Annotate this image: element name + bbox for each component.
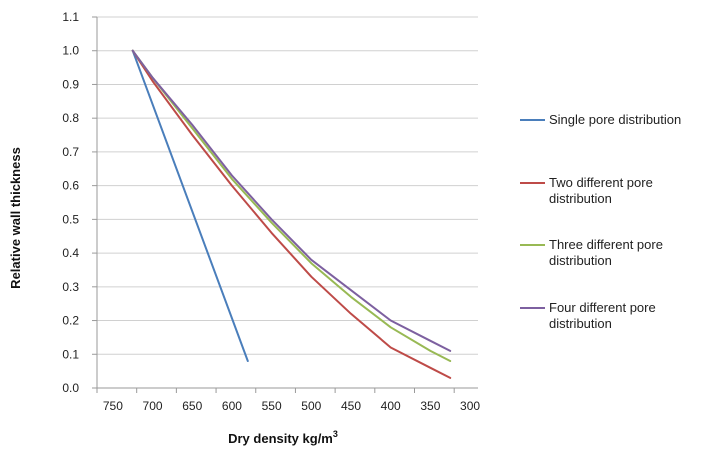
series-line-3 [131,49,452,362]
x-tick-label: 400 [381,399,401,413]
x-axis-tick-labels: 750 700 650 600 550 500 450 400 350 300 [103,399,481,413]
x-tick-label: 350 [420,399,440,413]
y-tick-label: 0.0 [62,381,79,395]
legend-item: Single pore distribution [520,112,681,127]
y-tick-label: 0.5 [62,212,79,226]
series-line-4 [131,49,452,352]
axes [92,16,478,393]
legend-label: Three different pore distribution [549,237,663,268]
x-axis-title: Dry density kg/m3 [228,429,338,446]
series-line-1 [131,49,249,362]
y-tick-label: 0.7 [62,145,79,159]
y-axis-title: Relative wall thickness [8,147,23,289]
y-tick-label: 1.0 [62,44,79,58]
legend-label: Four different pore distribution [549,300,656,331]
y-axis-tick-labels: 0.0 0.1 0.2 0.3 0.4 0.5 0.6 0.7 0.8 0.9 1.0 1.1 [62,10,79,395]
y-tick-label: 0.9 [62,77,79,91]
legend-item: Two different pore distribution [520,175,653,206]
y-tick-label: 0.6 [62,179,79,193]
y-tick-label: 0.3 [62,280,79,294]
x-tick-label: 600 [222,399,242,413]
x-tick-label: 700 [143,399,163,413]
series-line-2 [131,49,452,379]
y-tick-label: 0.1 [62,347,79,361]
legend: Single pore distribution Two different po… [520,112,681,331]
x-tick-label: 500 [301,399,321,413]
legend-label: Single pore distribution [549,112,681,127]
y-tick-label: 1.1 [62,10,79,24]
x-tick-label: 650 [182,399,202,413]
grid-lines [97,16,478,355]
x-tick-label: 750 [103,399,123,413]
series-lines [131,49,452,379]
x-tick-label: 450 [341,399,361,413]
x-tick-label: 300 [460,399,480,413]
y-tick-label: 0.2 [62,314,79,328]
y-tick-label: 0.4 [62,246,79,260]
y-tick-label: 0.8 [62,111,79,125]
legend-label: Two different pore distribution [549,175,653,206]
legend-item: Three different pore distribution [520,237,663,268]
x-tick-label: 550 [262,399,282,413]
legend-item: Four different pore distribution [520,300,656,331]
